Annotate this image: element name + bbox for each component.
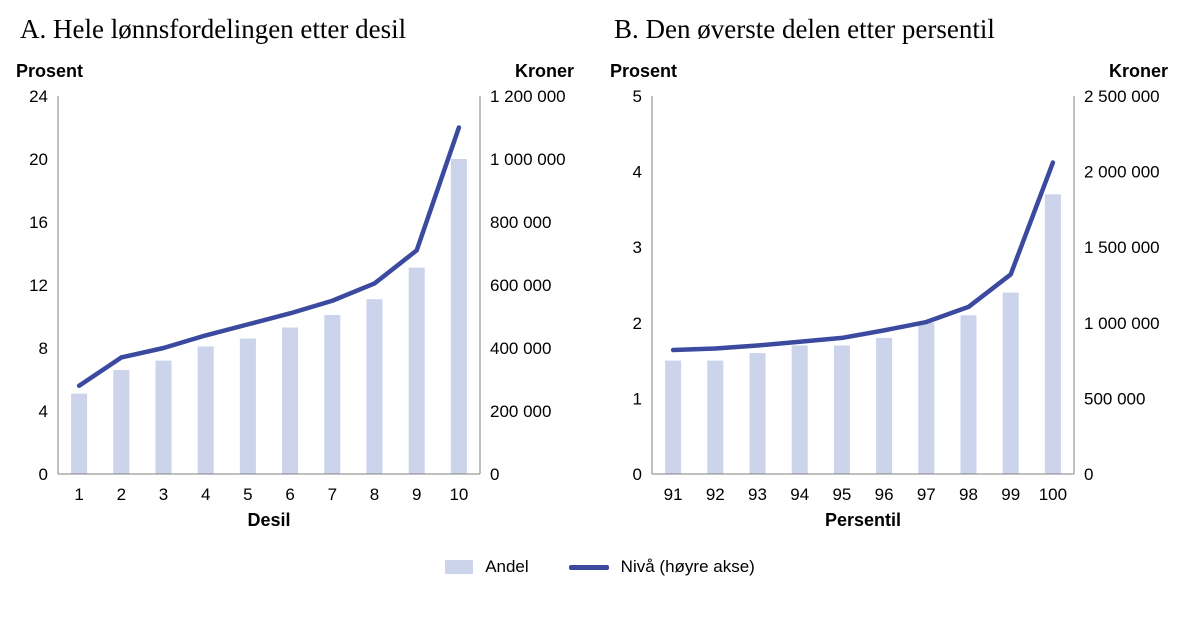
chart-a-x-axis-title: Desil (247, 510, 291, 530)
bar (113, 370, 130, 474)
x-axis-tick-label: 7 (328, 485, 337, 504)
bar (749, 353, 766, 474)
right-axis-tick-label: 200 000 (490, 402, 551, 421)
x-axis-tick-label: 97 (917, 485, 936, 504)
chart-b-plot: 0 1 2 3 4 5 0 500 000 1 000 000 1 500 000 2 000 00… (633, 88, 1160, 504)
right-axis-tick-label: 400 000 (490, 339, 551, 358)
chart-panel-b: B. Den øverste delen etter persentil Pro… (608, 12, 1174, 531)
bar (707, 360, 724, 474)
x-axis-tick-label: 95 (832, 485, 851, 504)
chart-a-right-axis-unit-label: Kroner (514, 61, 574, 81)
x-axis-tick-label: 93 (748, 485, 767, 504)
chart-b-x-axis-title: Persentil (824, 510, 902, 530)
chart-b-axis-units: Prosent Kroner (608, 61, 1174, 88)
left-axis-tick-label: 1 (633, 389, 642, 408)
level-line (670, 160, 1056, 353)
chart-a-axis-units: Prosent Kroner (14, 61, 580, 88)
bar (239, 338, 256, 474)
x-axis-tick-label: 92 (706, 485, 725, 504)
niva-line-swatch (568, 564, 609, 570)
bar (833, 345, 850, 474)
right-axis-tick-label: 0 (490, 465, 499, 484)
bar (71, 393, 88, 474)
x-axis-tick-label: 4 (201, 485, 210, 504)
chart-panels: A. Hele lønnsfordelingen etter desil Pro… (14, 12, 1186, 531)
andel-bar-swatch (445, 560, 474, 574)
left-axis-tick-label: 20 (29, 150, 48, 169)
left-axis-tick-label: 4 (633, 163, 642, 182)
x-axis-tick-label: 96 (875, 485, 894, 504)
bar (155, 360, 172, 474)
x-axis-tick-label: 8 (370, 485, 379, 504)
bar (876, 337, 893, 474)
right-axis-tick-label: 1 000 000 (490, 150, 566, 169)
bar (324, 314, 341, 474)
chart-a-title: A. Hele lønnsfordelingen etter desil (20, 14, 407, 44)
level-line (76, 125, 462, 389)
chart-b-left-axis-unit-label: Prosent (610, 61, 678, 81)
right-axis-tick-label: 2 000 000 (1084, 163, 1160, 182)
x-axis-tick-label: 91 (664, 485, 683, 504)
bar (408, 267, 425, 474)
chart-panel-a: A. Hele lønnsfordelingen etter desil Pro… (14, 12, 580, 531)
right-axis-tick-label: 1 500 000 (1084, 238, 1160, 257)
left-axis-tick-label: 3 (633, 238, 642, 257)
left-axis-tick-label: 16 (29, 213, 48, 232)
right-axis-tick-label: 800 000 (490, 213, 551, 232)
x-axis-tick-label: 10 (449, 485, 468, 504)
right-axis-tick-label: 2 500 000 (1084, 88, 1160, 106)
right-axis-tick-label: 600 000 (490, 276, 551, 295)
right-axis-tick-label: 1 200 000 (490, 88, 566, 106)
bar (1044, 194, 1061, 474)
chart-a-x-title-wrap: Desil (58, 510, 480, 531)
x-axis-tick-label: 94 (790, 485, 809, 504)
chart-b-right-axis-unit-label: Kroner (1108, 61, 1168, 81)
left-axis-tick-label: 12 (29, 276, 48, 295)
chart-b-x-title-wrap: Persentil (652, 510, 1074, 531)
left-axis-tick-label: 2 (633, 314, 642, 333)
x-axis-tick-label: 99 (1001, 485, 1020, 504)
left-axis-tick-label: 8 (39, 339, 48, 358)
right-axis-tick-label: 0 (1084, 465, 1093, 484)
legend-label-niva: Nivå (høyre akse) (620, 557, 755, 576)
x-axis-tick-label: 1 (74, 485, 83, 504)
bar (791, 345, 808, 474)
left-axis-tick-label: 4 (39, 402, 48, 421)
x-axis-tick-label: 98 (959, 485, 978, 504)
chart-a-left-axis-unit-label: Prosent (16, 61, 84, 81)
left-axis-tick-label: 0 (39, 465, 48, 484)
bar (918, 322, 935, 474)
x-axis-tick-label: 6 (285, 485, 294, 504)
left-axis-tick-label: 24 (29, 88, 48, 106)
legend: Andel Nivå (høyre akse) (14, 557, 1186, 577)
x-axis-tick-label: 3 (159, 485, 168, 504)
chart-b-title: B. Den øverste delen etter persentil (614, 14, 995, 44)
legend-label-andel: Andel (485, 557, 529, 576)
bar (366, 299, 383, 474)
left-axis-tick-label: 5 (633, 88, 642, 106)
x-axis-tick-label: 2 (117, 485, 126, 504)
right-axis-tick-label: 500 000 (1084, 389, 1145, 408)
bar (450, 159, 467, 474)
bar (665, 360, 682, 474)
right-axis-tick-label: 1 000 000 (1084, 314, 1160, 333)
bar (282, 327, 299, 474)
x-axis-tick-label: 5 (243, 485, 252, 504)
bar (960, 315, 977, 474)
x-axis-tick-label: 100 (1039, 485, 1067, 504)
bar (197, 346, 214, 474)
x-axis-tick-label: 9 (412, 485, 421, 504)
left-axis-tick-label: 0 (633, 465, 642, 484)
bar (1002, 292, 1019, 474)
